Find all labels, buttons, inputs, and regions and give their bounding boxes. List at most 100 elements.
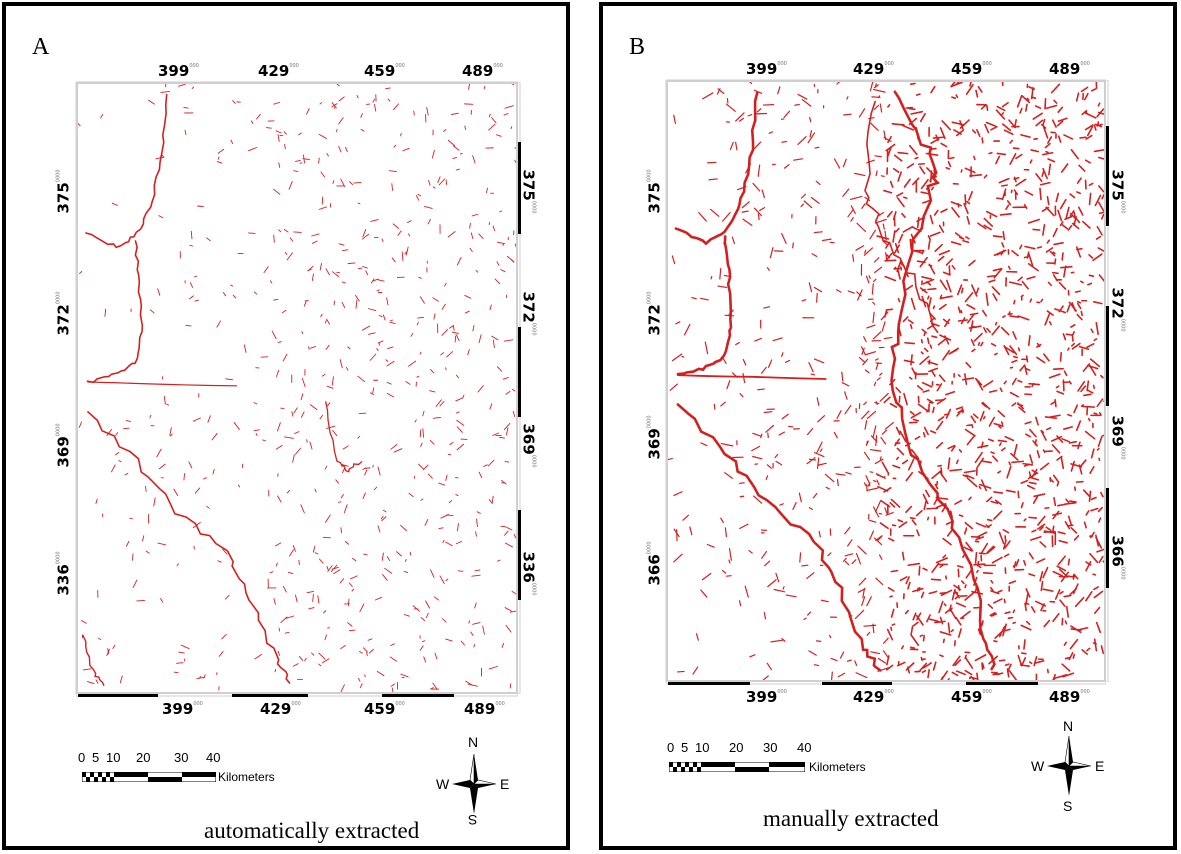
lineament-segment xyxy=(510,258,515,263)
lineament-segment xyxy=(854,609,865,620)
lineament-segment xyxy=(1084,159,1092,164)
lineament-segment xyxy=(955,670,966,676)
lineament-segment xyxy=(347,598,350,607)
lineament-segment xyxy=(514,243,516,248)
lineament-segment xyxy=(765,424,775,433)
lineament-segment xyxy=(990,613,998,617)
lineament-segment xyxy=(787,425,794,428)
lineament-segment xyxy=(1085,134,1093,140)
lineament-segment xyxy=(412,605,420,612)
lineament-segment xyxy=(701,572,712,581)
lineament-segment xyxy=(1078,345,1090,351)
lineament-segment xyxy=(948,156,955,160)
lineament-segment xyxy=(904,341,916,345)
lineament-segment xyxy=(907,458,915,471)
lineament-segment xyxy=(419,296,425,304)
lineament-segment xyxy=(896,456,899,461)
lineament-segment xyxy=(817,462,827,466)
lineament-segment xyxy=(449,325,454,329)
lineament-segment xyxy=(1001,242,1005,248)
lineament-segment xyxy=(960,309,963,314)
compass-n: N xyxy=(1063,718,1074,734)
lineament-segment xyxy=(948,349,958,355)
lineament-segment xyxy=(1002,231,1006,241)
lineament-segment xyxy=(937,255,945,262)
lineament-segment xyxy=(1017,276,1023,282)
lineament-segment xyxy=(1096,447,1100,451)
lineament-segment xyxy=(914,435,921,440)
lineament-segment xyxy=(391,687,394,692)
lineament-segment xyxy=(1045,150,1049,154)
lineament-segment xyxy=(964,669,973,676)
lineament-segment xyxy=(974,551,978,564)
lineament-segment xyxy=(359,651,363,654)
lineament-segment xyxy=(301,378,306,388)
lineament-segment xyxy=(868,275,871,279)
lineament-segment xyxy=(196,676,205,679)
lineament-segment xyxy=(505,427,509,436)
lineament-segment xyxy=(963,546,973,552)
lineament-segment xyxy=(439,401,445,407)
lineament-segment xyxy=(1043,353,1050,362)
lineament-segment xyxy=(955,616,962,626)
lineament-segment xyxy=(203,477,208,480)
lineament-segment xyxy=(890,569,899,573)
lineament-segment xyxy=(1012,621,1016,625)
lineament-segment xyxy=(757,213,760,221)
lineament-segment xyxy=(1098,517,1102,523)
lineament-segment xyxy=(471,213,479,217)
lineament-segment xyxy=(278,229,282,233)
lineament-segment xyxy=(864,369,870,374)
lineament-segment xyxy=(324,465,328,470)
lineament-segment xyxy=(996,672,1004,676)
lineament-segment xyxy=(163,395,166,405)
lineament-segment xyxy=(1042,126,1049,139)
lineament-segment xyxy=(937,338,947,346)
lineament-segment xyxy=(95,679,99,684)
lineament-segment xyxy=(1029,298,1033,303)
lineament-segment xyxy=(813,452,825,458)
lineament-segment xyxy=(928,367,939,373)
lineament-segment xyxy=(1000,447,1006,452)
lineament-segment xyxy=(726,380,731,390)
lineament-segment xyxy=(1072,331,1075,336)
lineament-segment xyxy=(900,645,905,650)
lineament-segment xyxy=(442,539,445,544)
drainage-line xyxy=(864,100,939,334)
lineament-segment xyxy=(339,359,343,369)
lineament-segment xyxy=(980,341,984,347)
lineament-segment xyxy=(1078,164,1086,172)
tick-left-4: 3360000 xyxy=(54,551,73,596)
lineament-segment xyxy=(1041,206,1050,213)
lineament-segment xyxy=(340,684,345,692)
lineament-segment xyxy=(761,189,766,199)
lineament-segment xyxy=(79,271,83,274)
lineament-segment xyxy=(318,133,327,139)
lineament-segment xyxy=(833,158,841,169)
lineament-segment xyxy=(753,495,763,504)
lineament-segment xyxy=(1098,156,1104,160)
lineament-segment xyxy=(908,376,913,380)
lineament-segment xyxy=(404,250,408,255)
lineament-segment xyxy=(1076,191,1082,195)
lineament-segment xyxy=(998,659,1006,662)
lineament-segment xyxy=(1039,181,1051,186)
lineament-segment xyxy=(392,223,400,229)
lineament-segment xyxy=(1041,123,1047,129)
scale-num: 0 xyxy=(78,750,86,765)
lineament-segment xyxy=(930,369,936,377)
lineament-segment xyxy=(861,596,866,606)
lineament-segment xyxy=(675,321,681,325)
lineament-segment xyxy=(845,471,852,475)
lineament-segment xyxy=(158,215,164,219)
lineament-segment xyxy=(1060,265,1073,269)
lineament-segment xyxy=(731,372,738,378)
lineament-segment xyxy=(820,599,829,603)
lineament-segment xyxy=(896,661,906,667)
lineament-segment xyxy=(1002,529,1010,534)
lineament-segment xyxy=(488,499,493,504)
lineament-segment xyxy=(994,352,998,356)
lineament-segment xyxy=(115,432,119,436)
lineament-segment xyxy=(221,633,227,640)
lineament-segment xyxy=(455,411,460,414)
